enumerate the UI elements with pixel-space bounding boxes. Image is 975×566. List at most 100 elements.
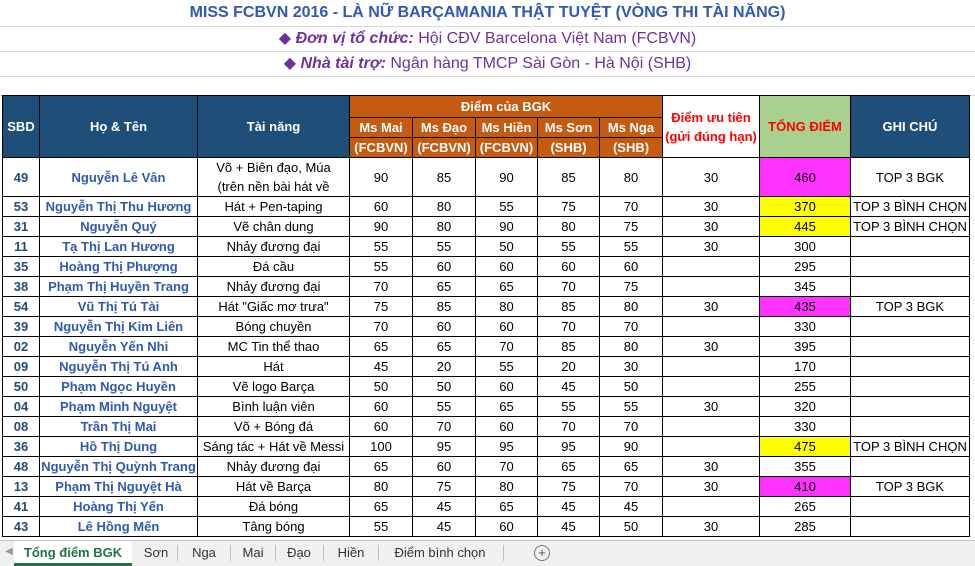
talent-cell[interactable]: MC Tin thể thao (197, 336, 350, 357)
sbd-cell[interactable]: 50 (2, 376, 40, 397)
score-nga-cell[interactable]: 80 (599, 296, 663, 317)
priority-cell[interactable]: 30 (662, 216, 760, 237)
prev-sheet-icon[interactable]: ◀ (5, 546, 13, 557)
score-dao-cell[interactable]: 65 (412, 276, 476, 297)
priority-cell[interactable] (662, 256, 760, 277)
sbd-cell[interactable]: 36 (2, 436, 40, 457)
talent-cell[interactable]: Bình luận viên (197, 396, 350, 417)
priority-cell[interactable]: 30 (662, 196, 760, 217)
note-cell[interactable] (850, 376, 970, 397)
total-cell[interactable]: 445 (759, 216, 851, 237)
note-cell[interactable]: TOP 3 BÌNH CHỌN (850, 216, 970, 237)
score-dao-cell[interactable]: 60 (412, 316, 476, 337)
score-mai-cell[interactable]: 75 (349, 296, 413, 317)
score-son-cell[interactable]: 75 (537, 196, 600, 217)
score-mai-cell[interactable]: 50 (349, 376, 413, 397)
score-nga-cell[interactable]: 55 (599, 236, 663, 257)
name-cell[interactable]: Nguyễn Thị Kim Liên (39, 316, 198, 337)
score-hien-cell[interactable]: 65 (475, 396, 538, 417)
name-cell[interactable]: Nguyễn Thị Thu Hương (39, 196, 198, 217)
total-cell[interactable]: 395 (759, 336, 851, 357)
score-nga-cell[interactable]: 60 (599, 256, 663, 277)
tab-diem-binh-chon[interactable]: Điểm bình chọn (394, 545, 486, 560)
add-sheet-icon[interactable]: + (534, 545, 550, 561)
score-nga-cell[interactable]: 30 (599, 356, 663, 377)
total-cell[interactable]: 300 (759, 236, 851, 257)
priority-cell[interactable]: 30 (662, 296, 760, 317)
score-nga-cell[interactable]: 70 (599, 196, 663, 217)
sbd-cell[interactable]: 39 (2, 316, 40, 337)
total-cell[interactable]: 265 (759, 496, 851, 517)
score-mai-cell[interactable]: 55 (349, 236, 413, 257)
tab-hien[interactable]: Hiền (337, 545, 365, 560)
score-son-cell[interactable]: 85 (537, 336, 600, 357)
score-son-cell[interactable]: 55 (537, 236, 600, 257)
score-hien-cell[interactable]: 55 (475, 196, 538, 217)
score-son-cell[interactable]: 75 (537, 476, 600, 497)
note-cell[interactable]: TOP 3 BGK (850, 157, 970, 197)
score-mai-cell[interactable]: 70 (349, 276, 413, 297)
score-mai-cell[interactable]: 65 (349, 496, 413, 517)
sbd-cell[interactable]: 09 (2, 356, 40, 377)
sbd-cell[interactable]: 49 (2, 157, 40, 197)
priority-cell[interactable]: 30 (662, 396, 760, 417)
header-sbd[interactable]: SBD (2, 95, 40, 158)
score-hien-cell[interactable]: 80 (475, 296, 538, 317)
sbd-cell[interactable]: 08 (2, 416, 40, 437)
header-judge-hien[interactable]: Ms Hiền (475, 117, 538, 138)
score-nga-cell[interactable]: 70 (599, 416, 663, 437)
total-cell[interactable]: 355 (759, 456, 851, 477)
talent-cell[interactable]: Hát (197, 356, 350, 377)
total-cell[interactable]: 330 (759, 316, 851, 337)
score-mai-cell[interactable]: 90 (349, 157, 413, 197)
name-cell[interactable]: Phạm Thị Huyền Trang (39, 276, 198, 297)
total-cell[interactable]: 345 (759, 276, 851, 297)
score-son-cell[interactable]: 60 (537, 256, 600, 277)
score-son-cell[interactable]: 55 (537, 396, 600, 417)
score-dao-cell[interactable]: 85 (412, 296, 476, 317)
talent-cell[interactable]: Võ + Biên đạo, Múa (trên nền bài hát về (197, 157, 350, 197)
total-cell[interactable]: 370 (759, 196, 851, 217)
score-mai-cell[interactable]: 60 (349, 196, 413, 217)
note-cell[interactable]: TOP 3 BGK (850, 476, 970, 497)
score-nga-cell[interactable]: 90 (599, 436, 663, 457)
score-nga-cell[interactable]: 75 (599, 216, 663, 237)
score-mai-cell[interactable]: 65 (349, 456, 413, 477)
note-cell[interactable] (850, 356, 970, 377)
score-nga-cell[interactable]: 70 (599, 316, 663, 337)
tab-dao[interactable]: Đạo (287, 545, 311, 560)
score-dao-cell[interactable]: 75 (412, 476, 476, 497)
score-mai-cell[interactable]: 80 (349, 476, 413, 497)
priority-cell[interactable] (662, 276, 760, 297)
total-cell[interactable]: 410 (759, 476, 851, 497)
score-hien-cell[interactable]: 60 (475, 416, 538, 437)
score-dao-cell[interactable]: 85 (412, 157, 476, 197)
priority-cell[interactable] (662, 436, 760, 457)
header-total[interactable]: TỔNG ĐIỂM (759, 95, 851, 158)
header-name[interactable]: Họ & Tên (39, 95, 198, 158)
score-dao-cell[interactable]: 55 (412, 236, 476, 257)
note-cell[interactable] (850, 256, 970, 277)
score-dao-cell[interactable]: 20 (412, 356, 476, 377)
note-cell[interactable] (850, 396, 970, 417)
score-dao-cell[interactable]: 50 (412, 376, 476, 397)
score-dao-cell[interactable]: 45 (412, 516, 476, 537)
score-nga-cell[interactable]: 75 (599, 276, 663, 297)
score-son-cell[interactable]: 45 (537, 376, 600, 397)
score-mai-cell[interactable]: 45 (349, 356, 413, 377)
header-judge-dao[interactable]: Ms Đạo (412, 117, 476, 138)
note-cell[interactable] (850, 336, 970, 357)
score-mai-cell[interactable]: 55 (349, 516, 413, 537)
score-nga-cell[interactable]: 55 (599, 396, 663, 417)
priority-cell[interactable]: 30 (662, 516, 760, 537)
sbd-cell[interactable]: 38 (2, 276, 40, 297)
name-cell[interactable]: Nguyễn Yến Nhi (39, 336, 198, 357)
talent-cell[interactable]: Hát về Barça (197, 476, 350, 497)
header-judge-nga-org[interactable]: (SHB) (599, 137, 663, 158)
name-cell[interactable]: Phạm Minh Nguyệt (39, 396, 198, 417)
score-dao-cell[interactable]: 80 (412, 196, 476, 217)
talent-cell[interactable]: Đá cầu (197, 256, 350, 277)
priority-cell[interactable] (662, 316, 760, 337)
tab-tong-diem-bgk[interactable]: Tổng điểm BGK (14, 541, 132, 566)
sbd-cell[interactable]: 35 (2, 256, 40, 277)
